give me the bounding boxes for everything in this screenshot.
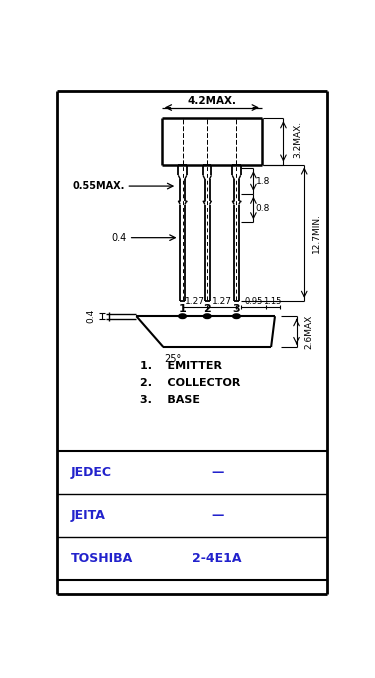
Text: 1: 1 [178, 304, 186, 315]
Text: 0.95: 0.95 [244, 297, 262, 306]
Text: 2-4E1A: 2-4E1A [192, 553, 242, 565]
Text: 0.55MAX.: 0.55MAX. [72, 181, 125, 191]
Text: 4.2MAX.: 4.2MAX. [188, 96, 236, 106]
Text: 0.8: 0.8 [255, 203, 270, 212]
Text: JEITA: JEITA [71, 509, 106, 522]
Text: 0.4: 0.4 [112, 233, 127, 243]
Text: 1.    EMITTER: 1. EMITTER [140, 361, 222, 372]
Text: 1.15: 1.15 [264, 297, 282, 306]
Text: 12.7MIN.: 12.7MIN. [312, 213, 321, 253]
Text: —: — [211, 466, 223, 479]
Text: 1.8: 1.8 [255, 176, 270, 186]
Text: 0.4: 0.4 [86, 309, 95, 323]
Ellipse shape [179, 314, 186, 319]
Text: 1.27: 1.27 [185, 297, 205, 306]
Text: —: — [211, 509, 223, 522]
Text: TOSHIBA: TOSHIBA [71, 553, 133, 565]
Text: JEDEC: JEDEC [71, 466, 112, 479]
Text: 3.    BASE: 3. BASE [140, 395, 200, 405]
Text: 2.    COLLECTOR: 2. COLLECTOR [140, 378, 241, 388]
Text: 3: 3 [232, 304, 240, 315]
Text: 25°: 25° [164, 355, 181, 364]
Ellipse shape [203, 314, 211, 319]
Text: 1.27: 1.27 [212, 297, 232, 306]
Text: 2: 2 [203, 304, 211, 315]
Ellipse shape [232, 314, 240, 319]
Text: 2.6MAX: 2.6MAX [304, 315, 313, 348]
Text: 3.2MAX.: 3.2MAX. [293, 121, 302, 159]
